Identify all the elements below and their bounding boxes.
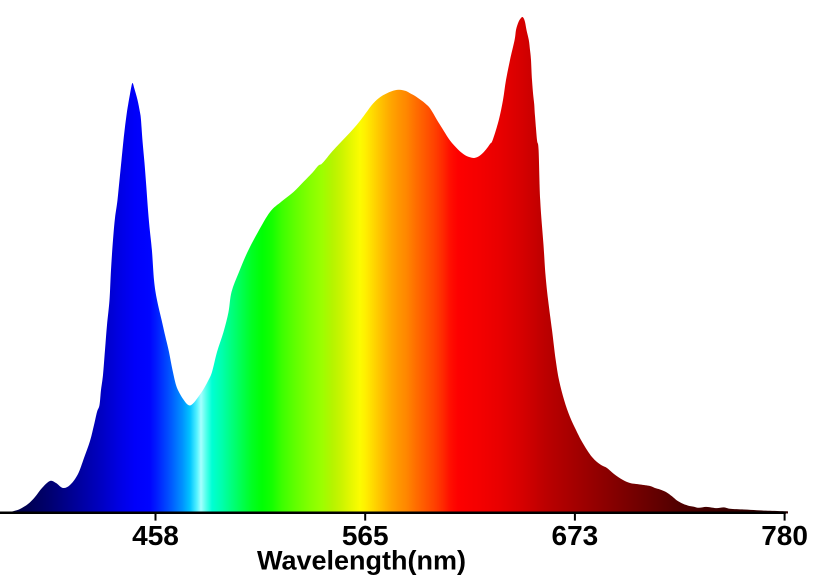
svg-text:Wavelength(nm): Wavelength(nm)	[257, 546, 466, 576]
svg-text:565: 565	[342, 520, 389, 551]
svg-text:673: 673	[552, 520, 599, 551]
svg-text:458: 458	[132, 520, 179, 551]
svg-text:780: 780	[761, 520, 808, 551]
